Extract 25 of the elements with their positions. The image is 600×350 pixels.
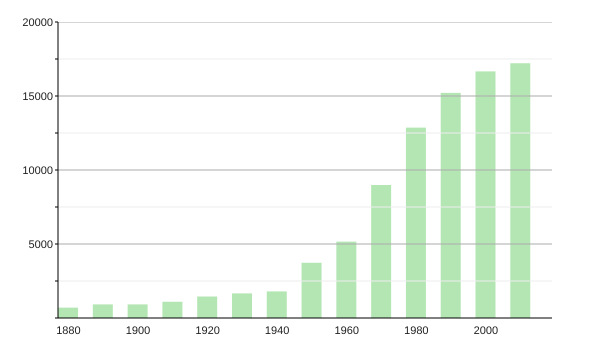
y-tick-label: 5000 [28,238,53,251]
x-tick-label: 1960 [334,324,359,337]
x-tick-label: 1940 [264,324,290,337]
bar [162,302,182,318]
x-tick-label: 1900 [126,324,150,337]
bar [128,304,148,318]
bar [92,304,113,318]
bar [58,308,78,318]
bar [302,262,322,318]
bar [371,184,392,318]
x-tick-label: 1920 [195,324,220,337]
x-tick-label: 1880 [56,324,81,337]
x-tick-label: 1980 [404,324,429,337]
y-tick-label: 20000 [22,16,53,29]
bar [476,71,496,318]
bar [510,63,530,318]
bar [232,293,252,318]
bar [336,242,356,318]
y-tick-label: 15000 [22,90,53,103]
y-tick-label: 10000 [22,164,53,177]
bar [197,296,218,318]
bar [440,92,461,318]
bar [406,128,426,318]
x-tick-label: 2000 [474,324,498,337]
bar [266,291,287,318]
